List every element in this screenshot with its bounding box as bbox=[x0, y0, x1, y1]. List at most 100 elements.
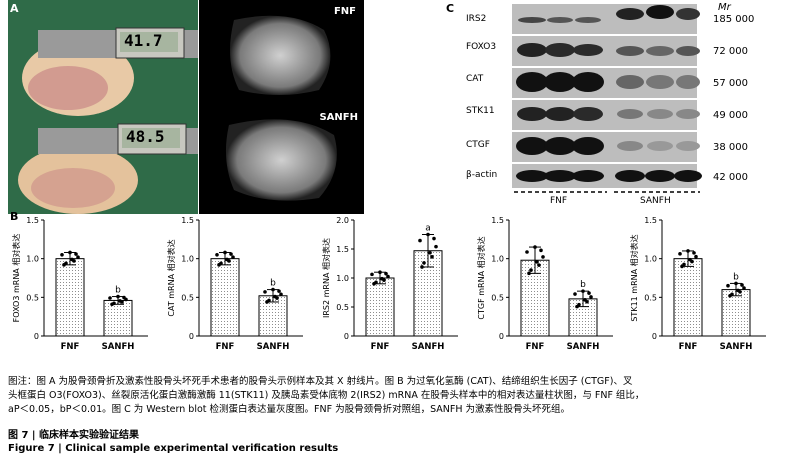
data-point bbox=[217, 263, 221, 267]
data-point bbox=[380, 276, 384, 281]
data-point bbox=[122, 295, 126, 300]
y-axis-label: CAT mRNA 相对表达 bbox=[166, 239, 176, 316]
y-tick-label: 0 bbox=[652, 332, 657, 341]
y-tick-label: 1.5 bbox=[336, 245, 349, 254]
y-tick-label: 1.5 bbox=[26, 216, 39, 225]
bar-chart-1: 0 0.5 1.0 1.5 FOXO3 mRNA 相对表达 FNF b SANFH bbox=[11, 216, 148, 352]
data-point bbox=[541, 255, 545, 259]
bar-fnf bbox=[673, 258, 703, 337]
data-point bbox=[535, 260, 539, 264]
y-axis-label: FOXO3 mRNA 相对表达 bbox=[11, 234, 21, 323]
xray-illustration bbox=[225, 15, 337, 201]
femoral-head-photos: 41.7 48.5 bbox=[8, 0, 198, 214]
data-point bbox=[686, 249, 690, 253]
x-tick-label: FNF bbox=[371, 342, 390, 352]
data-point bbox=[728, 293, 732, 298]
y-tick-label: 0.5 bbox=[181, 293, 194, 302]
x-tick-label: SANFH bbox=[567, 342, 600, 352]
data-point bbox=[279, 292, 283, 297]
data-point bbox=[680, 264, 684, 269]
blot-label-ctgf: CTGF bbox=[466, 140, 490, 150]
panel-label-b: B bbox=[10, 210, 19, 223]
y-tick-label: 2.0 bbox=[336, 216, 349, 225]
xray-label-fnf: FNF bbox=[333, 6, 356, 17]
blot-label-foxo3: FOXO3 bbox=[466, 42, 497, 52]
blot-label-cat: CAT bbox=[466, 74, 484, 84]
x-tick-label: FNF bbox=[679, 342, 698, 352]
x-tick-label: SANFH bbox=[412, 342, 445, 352]
data-point bbox=[118, 299, 122, 303]
y-tick-label: 1.0 bbox=[181, 255, 194, 264]
data-point bbox=[583, 298, 587, 302]
data-point bbox=[386, 274, 390, 279]
femoral-head-photo-illustration bbox=[8, 0, 198, 214]
caption-line-3: aP＜0.05，bP＜0.01。图 C 为 Western blot 检测蛋白表… bbox=[8, 404, 571, 415]
bar-chart-2: 0 0.5 1.0 1.5 CAT mRNA 相对表达 FNF b SANFH bbox=[166, 216, 303, 352]
mw-irs2: 185 000 bbox=[713, 14, 755, 25]
data-point bbox=[678, 252, 682, 256]
blot-group-sanfh: SANFH bbox=[640, 196, 671, 206]
data-point bbox=[575, 304, 579, 309]
data-point bbox=[420, 265, 424, 269]
data-point bbox=[418, 238, 422, 243]
data-point bbox=[263, 290, 267, 294]
bar-chart-3: 0 0.5 1.0 1.5 2.0 IRS2 mRNA 相对表达 FNF a SANFH bbox=[321, 216, 458, 352]
panel-label-c: C bbox=[446, 2, 455, 15]
figure-title-en: Figure 7 | Clinical sample experimental … bbox=[8, 443, 339, 454]
y-axis-label: IRS2 mRNA 相对表达 bbox=[321, 238, 331, 318]
data-point bbox=[527, 271, 531, 276]
data-point bbox=[525, 250, 529, 254]
y-tick-label: 1.0 bbox=[26, 255, 39, 264]
mw-cat: 57 000 bbox=[713, 78, 748, 89]
significance-label: b bbox=[270, 279, 276, 289]
data-point bbox=[231, 255, 235, 259]
data-point bbox=[587, 291, 591, 295]
blot-label-irs2: IRS2 bbox=[466, 14, 487, 24]
data-point bbox=[434, 244, 438, 249]
figure-title-cn: 图 7 | 临床样本实验验证结果 bbox=[8, 430, 140, 441]
data-point bbox=[426, 232, 430, 237]
data-point bbox=[573, 292, 577, 296]
data-point bbox=[372, 282, 376, 286]
blot-group-fnf: FNF bbox=[550, 196, 568, 206]
data-point bbox=[581, 289, 585, 293]
blot-label-stk11: STK11 bbox=[466, 106, 495, 116]
data-point bbox=[116, 294, 120, 299]
data-point bbox=[223, 250, 227, 255]
data-point bbox=[688, 257, 692, 262]
bar-chart-4: 0 0.5 1.0 1.5 CTGF mRNA 相对表达 FNF b SANFH bbox=[476, 216, 613, 352]
data-point bbox=[422, 261, 426, 265]
y-tick-label: 0 bbox=[189, 332, 194, 341]
xray-images: FNF SANFH bbox=[199, 0, 364, 214]
y-axis-label: CTGF mRNA 相对表达 bbox=[476, 236, 486, 319]
data-point bbox=[529, 268, 533, 272]
data-point bbox=[74, 252, 78, 256]
data-point bbox=[430, 255, 434, 259]
bar-sanfh bbox=[721, 289, 751, 337]
data-point bbox=[736, 288, 740, 293]
data-point bbox=[742, 286, 746, 290]
mw-header: Mr bbox=[718, 2, 731, 13]
data-point bbox=[692, 251, 696, 255]
data-point bbox=[62, 263, 66, 267]
y-tick-label: 1.0 bbox=[491, 255, 504, 264]
blot-label-beta-actin: β-actin bbox=[466, 170, 498, 180]
data-point bbox=[229, 252, 233, 256]
y-tick-label: 0.5 bbox=[26, 293, 39, 302]
data-point bbox=[694, 254, 698, 259]
data-point bbox=[533, 245, 537, 249]
data-point bbox=[537, 263, 541, 267]
data-point bbox=[110, 302, 114, 307]
bar-fnf bbox=[365, 277, 395, 337]
data-point bbox=[68, 250, 72, 255]
y-tick-label: 1.5 bbox=[181, 216, 194, 225]
x-tick-label: FNF bbox=[526, 342, 545, 352]
y-tick-label: 0.5 bbox=[491, 293, 504, 302]
data-point bbox=[740, 283, 744, 287]
data-point bbox=[539, 248, 543, 253]
x-tick-label: SANFH bbox=[720, 342, 753, 352]
caliper-reading-1: 41.7 bbox=[124, 31, 163, 50]
data-point bbox=[370, 272, 374, 277]
data-point bbox=[108, 296, 112, 300]
data-point bbox=[378, 270, 382, 274]
